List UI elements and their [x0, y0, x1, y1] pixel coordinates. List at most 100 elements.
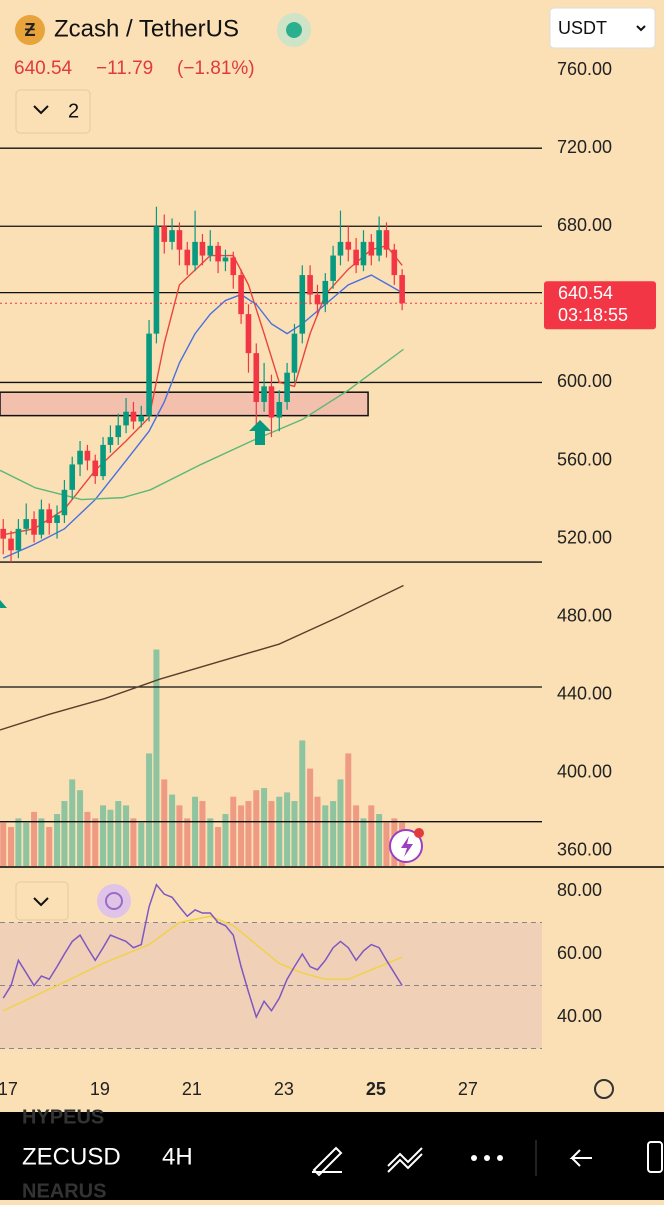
volume-bar — [222, 814, 229, 866]
volume-bar — [161, 779, 168, 866]
volume-bar — [169, 794, 176, 866]
draw-tool[interactable] — [312, 1146, 343, 1177]
rsi-tick-label: 60.00 — [557, 943, 602, 963]
candle-body — [268, 386, 275, 418]
candle-body — [23, 519, 30, 529]
candle-body — [391, 249, 398, 276]
settings-icon[interactable] — [594, 1079, 614, 1099]
currency-select[interactable] — [549, 7, 656, 49]
rsi-line — [2, 883, 403, 1020]
y-tick-label: 720.00 — [557, 137, 612, 157]
volume-bar — [176, 805, 183, 866]
candle-body — [368, 241, 375, 256]
y-tick-label: 560.00 — [557, 449, 612, 469]
toolbar — [0, 1112, 664, 1200]
candle-body — [230, 257, 237, 276]
redo-button[interactable] — [647, 1141, 663, 1173]
volume-bar — [345, 753, 352, 866]
candle-body — [69, 464, 76, 490]
candle-body — [146, 333, 152, 416]
rsi-tick-label: 80.00 — [557, 880, 602, 900]
rsi-tick-label: 40.00 — [557, 1006, 602, 1026]
y-tick-label: 680.00 — [557, 215, 612, 235]
volume-bar — [245, 801, 252, 866]
y-tick-label: 480.00 — [557, 605, 612, 625]
more-button[interactable] — [471, 1155, 503, 1161]
moving-average — [2, 274, 403, 559]
volume-bar — [230, 796, 237, 866]
candle-body — [222, 257, 229, 262]
symbol-button[interactable]: ZECUSD — [22, 1143, 121, 1170]
candle-body — [253, 353, 260, 402]
interval-button[interactable]: 4H — [162, 1143, 193, 1170]
candle-body — [314, 294, 321, 305]
plot — [0, 147, 542, 1050]
volume-bar — [115, 801, 122, 866]
volume-bar — [253, 790, 260, 866]
volume-bar — [383, 822, 390, 866]
buy-arrow — [249, 420, 271, 445]
change-pct: (−1.81%) — [177, 58, 255, 79]
candle-body — [115, 425, 122, 438]
candle-body — [130, 411, 137, 422]
volume-bar — [23, 822, 30, 866]
rsi-toggle[interactable] — [15, 881, 69, 921]
volume-bar — [123, 805, 130, 866]
x-tick-label: 17 — [0, 1079, 18, 1099]
volume-bar — [299, 740, 306, 866]
volume-bar — [192, 796, 199, 866]
candle-body — [54, 515, 60, 523]
countdown: 03:18:55 — [558, 305, 628, 325]
candle-body — [38, 509, 45, 535]
candle-body — [0, 528, 7, 539]
candle-body — [184, 249, 191, 266]
candle-body — [399, 275, 405, 304]
candle-body — [383, 230, 390, 250]
candle-body — [207, 245, 214, 256]
y-tick-label: 760.00 — [557, 59, 612, 79]
candle-body — [238, 275, 244, 315]
candle-body — [8, 538, 14, 551]
candle-body — [46, 509, 53, 523]
volume-bar — [238, 805, 245, 866]
x-tick-label: 23 — [274, 1079, 294, 1099]
candle-body — [123, 411, 129, 426]
y-tick-label: 600.00 — [557, 371, 612, 391]
candle-body — [353, 249, 359, 266]
change: −11.79 — [96, 58, 153, 79]
volume-bar — [138, 822, 145, 866]
volume-bar — [199, 801, 206, 866]
candle-body — [376, 230, 382, 256]
support-zone — [0, 391, 369, 417]
volume-bar — [38, 818, 45, 866]
watchlist-item: HYPEUS — [22, 1106, 104, 1128]
candle-body — [261, 386, 267, 402]
volume-bar — [360, 818, 367, 866]
indicator-count: 2 — [68, 100, 79, 122]
chevron — [33, 897, 49, 907]
bolt-icon — [401, 836, 413, 857]
volume-bar — [322, 805, 329, 866]
y-tick-label: 400.00 — [557, 762, 612, 782]
candle-body — [169, 230, 175, 242]
moving-average — [0, 584, 404, 731]
chevron — [33, 105, 49, 115]
candle-body — [31, 519, 37, 535]
rsi-ma — [2, 915, 403, 1012]
volume-bar — [153, 649, 160, 866]
candle-body — [77, 450, 83, 465]
volume-bar — [69, 779, 76, 866]
candle-body — [360, 241, 367, 266]
volume-bar — [261, 788, 268, 866]
volume-bar — [291, 801, 298, 866]
coin-icon — [15, 15, 45, 45]
volume-bar — [61, 801, 68, 866]
refresh-button[interactable] — [97, 884, 131, 918]
coin-glyph: Ƶ — [25, 20, 36, 40]
volume-bar — [0, 822, 7, 866]
pattern-tool[interactable] — [387, 1147, 423, 1173]
undo-button[interactable] — [569, 1149, 592, 1167]
candle-body — [92, 460, 99, 477]
indicator-toggle[interactable] — [15, 89, 91, 134]
volume-bar — [8, 827, 15, 866]
